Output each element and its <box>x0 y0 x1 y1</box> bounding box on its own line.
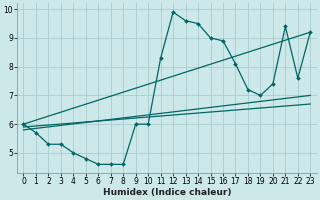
X-axis label: Humidex (Indice chaleur): Humidex (Indice chaleur) <box>103 188 231 197</box>
